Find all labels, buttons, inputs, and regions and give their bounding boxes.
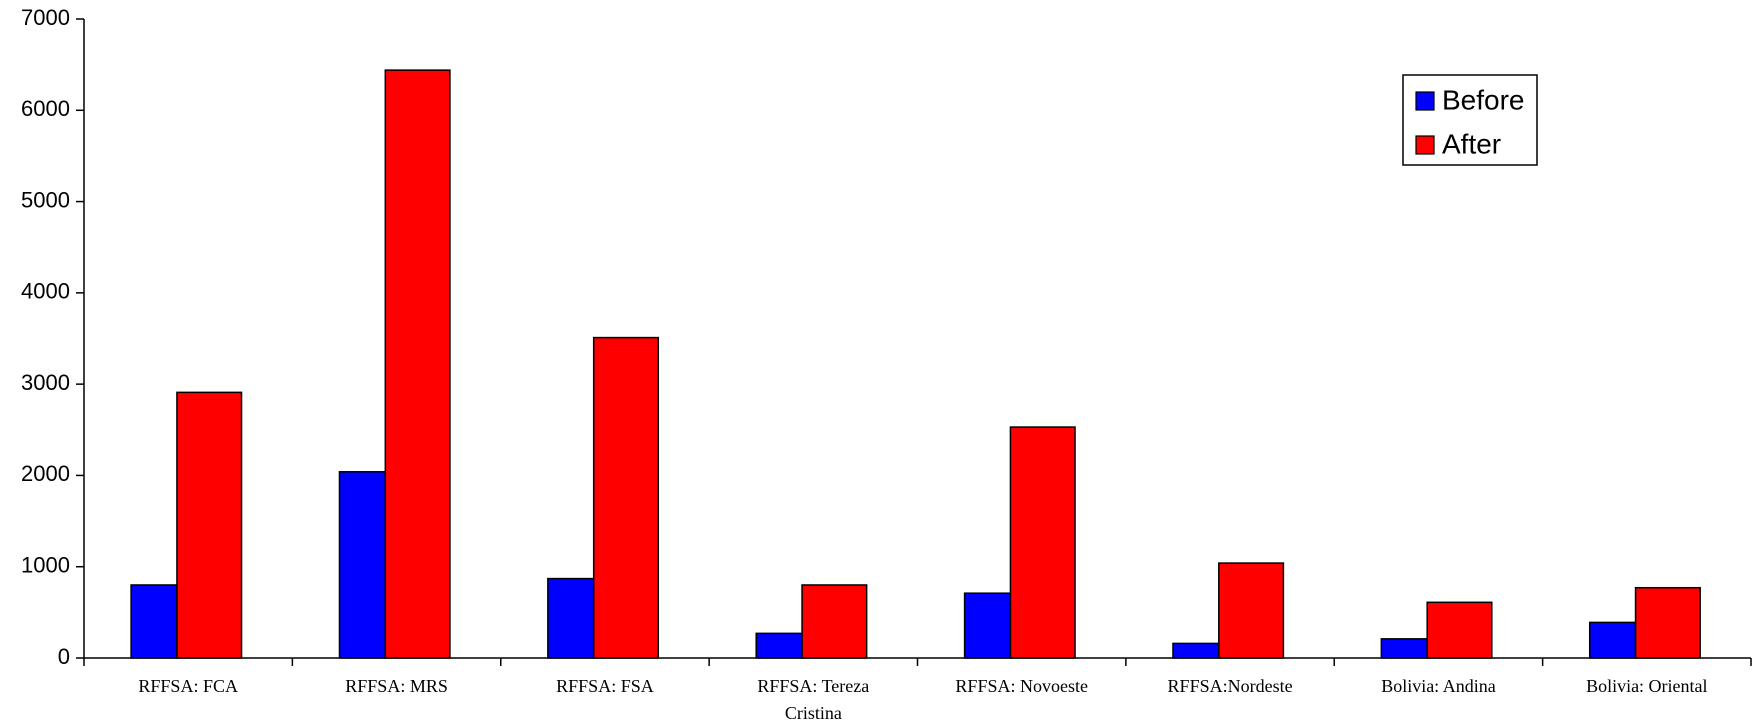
bar [1634,586,1701,659]
bar [592,336,660,659]
legend-label: After [1442,128,1501,159]
bar [338,471,387,659]
legend-swatch [1415,135,1435,155]
x-tick-label: RFFSA:Nordeste [1167,676,1293,696]
bar [1380,638,1428,659]
bar [755,632,803,659]
bar [384,69,451,659]
legend-swatch [1415,91,1435,111]
x-tick-label: RFFSA: FSA [556,676,654,696]
y-tick-label: 7000 [21,5,70,30]
y-tick-label: 3000 [21,370,70,395]
bar [963,592,1012,659]
x-tick-label: RFFSA: MRS [345,676,448,696]
bar [130,584,178,659]
y-tick-label: 0 [58,644,70,669]
x-tick-label: Bolivia: Oriental [1586,676,1708,696]
bar [1172,642,1220,659]
legend-label: Before [1442,84,1525,115]
y-tick-label: 4000 [21,279,70,304]
y-tick-label: 6000 [21,96,70,121]
bar [801,584,868,659]
y-tick-label: 5000 [21,187,70,212]
x-tick-label: Bolivia: Andina [1381,676,1496,696]
x-tick-label: RFFSA: Tereza Cristina [757,676,870,723]
y-tick-label: 2000 [21,461,70,486]
bar [1218,562,1285,659]
bar [1426,601,1493,659]
bar [1588,621,1637,659]
bar [176,391,243,659]
bar [1009,426,1076,659]
x-tick-label: RFFSA: FCA [138,676,238,696]
x-tick-label: RFFSA: Novoeste [955,676,1088,696]
y-tick-label: 1000 [21,553,70,578]
bar [547,577,595,659]
